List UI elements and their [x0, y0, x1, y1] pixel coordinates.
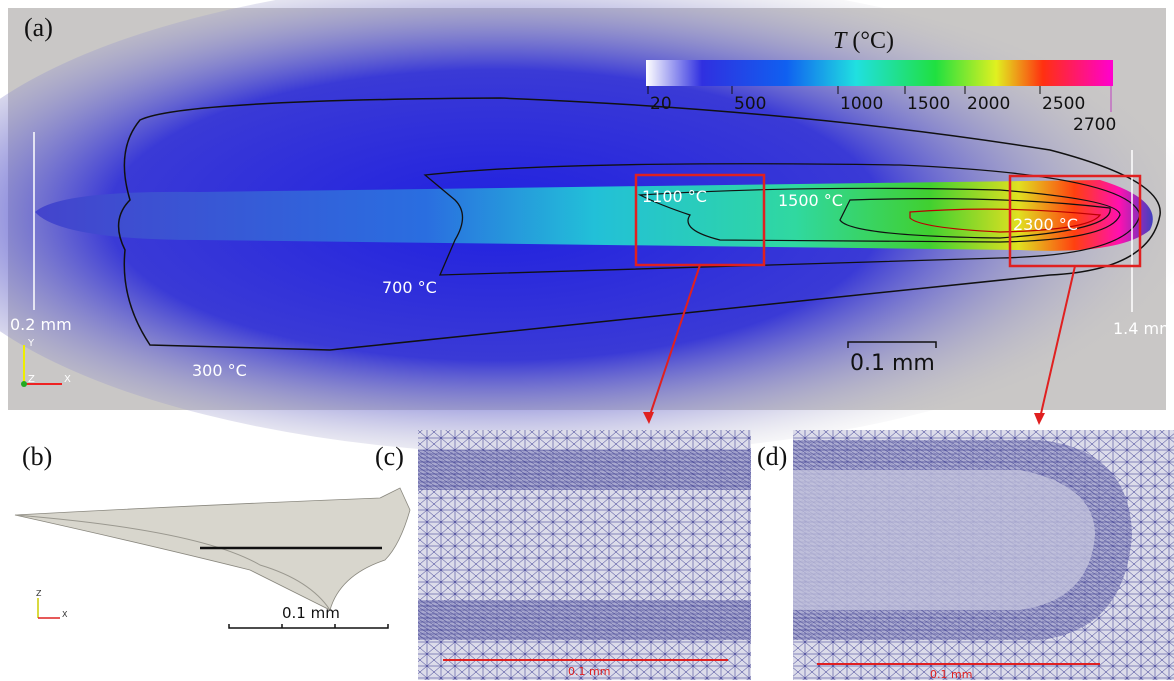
isotherm-label: 700 °C [382, 278, 437, 297]
isotherm-line [423, 163, 1141, 276]
zoom-arrow [648, 264, 701, 419]
isotherm-label: 2300 °C [1013, 215, 1078, 234]
melt-track [35, 180, 1153, 251]
dimension-label: 0.2 mm [10, 315, 72, 334]
arrow-head [643, 412, 654, 424]
axis-label: X [64, 374, 71, 385]
colorbar-tick-label: 1500 [907, 94, 950, 114]
colorbar [646, 60, 1113, 86]
colorbar-tick-label: 2700 [1073, 115, 1116, 135]
panel-b: (b) Z X 0.1 mm [14, 442, 411, 629]
colorbar-tick-label: 20 [650, 94, 672, 114]
arrow-head [1034, 413, 1045, 425]
isotherm-line [637, 187, 1121, 243]
colorbar-title: T (°C) [833, 28, 894, 54]
isotherm-line [839, 198, 1111, 239]
panel-a: (a) 1100 °C 1500 °C 2300 °C 700 °C 300 °… [0, 0, 1174, 455]
colorbar-tick-label: 500 [734, 94, 766, 114]
isotherm-label: 300 °C [192, 361, 247, 380]
panel-label: (c) [375, 442, 404, 471]
scale-bar [847, 341, 937, 348]
mesh-dense [418, 600, 751, 640]
scale-label: 0.1 mm [850, 351, 935, 376]
dimension-label: 1.4 mm [1113, 319, 1174, 338]
panel-d: (d) 0.1 mm [757, 430, 1174, 681]
scale-label: 0.1 mm [568, 665, 610, 678]
scale-bar [228, 624, 389, 629]
panel-label: (a) [24, 13, 53, 42]
axis-origin [21, 381, 27, 387]
axis-label: X [62, 610, 68, 619]
panel-label: (d) [757, 442, 787, 471]
colorbar-tick-label: 2500 [1042, 94, 1085, 114]
axis-label: Z [36, 589, 42, 598]
isotherm-line [117, 97, 1161, 351]
panel-c: (c) 0.1 mm [375, 430, 751, 680]
mesh-dense [418, 450, 751, 490]
colorbar-symbol: T [833, 28, 848, 54]
panel-label: (b) [22, 442, 52, 471]
isotherm-label: 1100 °C [642, 187, 707, 206]
mesh-interior [793, 470, 1095, 610]
isotherm-line [909, 208, 1102, 233]
axis-label: Z [28, 374, 35, 385]
zoom-arrow [1039, 265, 1076, 419]
axis-label: Y [27, 338, 35, 349]
scale-label: 0.1 mm [282, 604, 340, 622]
scale-label: 0.1 mm [930, 668, 972, 681]
shape-edge [14, 514, 331, 611]
colorbar-tick-label: 1000 [840, 94, 883, 114]
colorbar-unit: (°C) [852, 28, 894, 54]
colorbar-tick-label: 2000 [967, 94, 1010, 114]
isotherm-label: 1500 °C [778, 191, 843, 210]
